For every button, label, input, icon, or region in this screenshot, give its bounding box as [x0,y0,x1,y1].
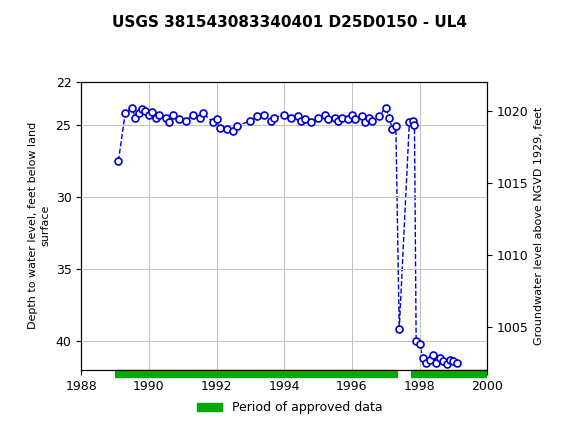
Text: USGS 381543083340401 D25D0150 - UL4: USGS 381543083340401 D25D0150 - UL4 [113,15,467,30]
Y-axis label: Depth to water level, feet below land
surface: Depth to water level, feet below land su… [28,122,50,329]
Text: ▒USGS: ▒USGS [9,13,72,38]
Y-axis label: Groundwater level above NGVD 1929, feet: Groundwater level above NGVD 1929, feet [534,107,545,345]
Legend: Period of approved data: Period of approved data [192,396,388,419]
